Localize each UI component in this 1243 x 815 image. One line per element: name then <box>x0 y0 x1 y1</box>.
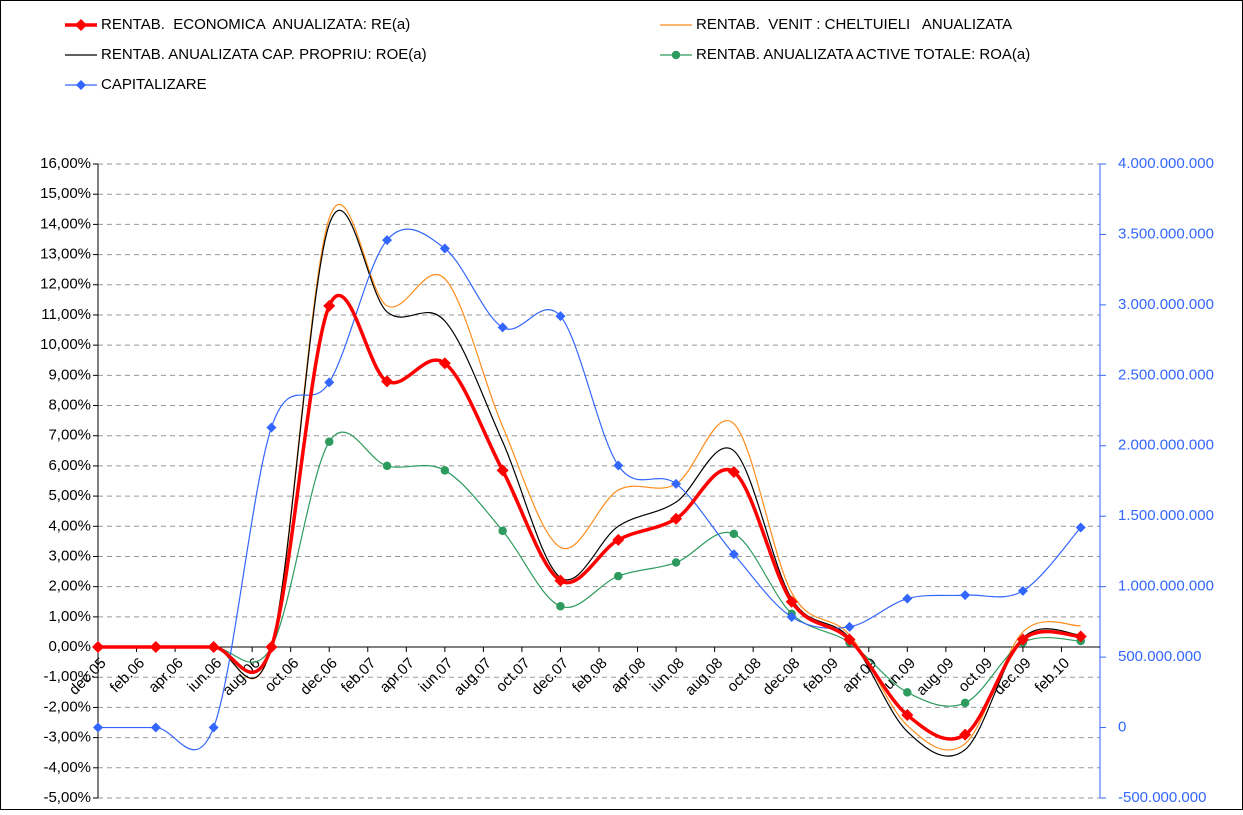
y2-tick-label: 2.000.000.000 <box>1118 437 1214 454</box>
y2-tick-label: 4.000.000.000 <box>1118 155 1214 172</box>
marker <box>93 722 103 733</box>
marker <box>785 595 798 608</box>
marker <box>1075 522 1086 533</box>
marker <box>382 461 392 471</box>
series-line <box>98 228 1082 751</box>
y-tick-label: 13,00% <box>40 246 91 263</box>
legend-label: RENTAB. ANUALIZATA CAP. PROPRIU: ROE(a) <box>101 46 427 63</box>
marker <box>902 593 913 604</box>
legend-label: RENTAB. VENIT : CHELTUIELI ANUALIZATA <box>696 16 1012 33</box>
y-tick-label: 4,00% <box>48 517 91 534</box>
y-tick-label: 2,00% <box>48 578 91 595</box>
marker <box>266 422 277 433</box>
marker <box>323 299 336 312</box>
legend-entry: RENTAB. ANUALIZATA CAP. PROPRIU: ROE(a) <box>65 46 427 63</box>
marker <box>1016 633 1029 646</box>
y-tick-label: 15,00% <box>40 185 91 202</box>
legend-label: CAPITALIZARE <box>101 76 207 93</box>
legend-label: RENTAB. ECONOMICA ANUALIZATA: RE(a) <box>101 16 410 33</box>
y-tick-label: -4,00% <box>43 759 91 776</box>
marker <box>382 235 393 246</box>
marker <box>901 708 914 721</box>
marker <box>554 574 567 587</box>
y-tick-label: 0,00% <box>48 638 91 655</box>
y-tick-label: 10,00% <box>40 336 91 353</box>
marker <box>960 590 971 601</box>
marker <box>496 464 509 477</box>
marker <box>960 698 970 708</box>
marker <box>76 80 86 90</box>
marker <box>786 611 797 622</box>
marker <box>903 688 912 697</box>
marker <box>555 311 566 322</box>
y-tick-label: -5,00% <box>43 789 91 806</box>
marker <box>92 641 104 654</box>
y-tick-label: 12,00% <box>40 276 91 293</box>
y-tick-label: 16,00% <box>40 155 91 172</box>
legend-entry: RENTAB. ECONOMICA ANUALIZATA: RE(a) <box>65 16 410 33</box>
marker <box>440 466 450 475</box>
marker <box>844 621 855 632</box>
y2-tick-label: 3.000.000.000 <box>1118 296 1214 313</box>
y2-tick-label: 3.500.000.000 <box>1118 225 1214 242</box>
marker <box>150 722 161 733</box>
marker <box>612 533 625 546</box>
y-tick-label: 9,00% <box>48 366 91 383</box>
y-tick-label: 14,00% <box>40 215 91 232</box>
y-tick-label: 5,00% <box>48 487 91 504</box>
marker <box>324 377 335 388</box>
legend-entry: RENTAB. VENIT : CHELTUIELI ANUALIZATA <box>660 16 1012 33</box>
marker <box>614 571 623 581</box>
marker <box>439 243 450 254</box>
y-tick-label: 7,00% <box>48 427 91 444</box>
y2-tick-label: 500.000.000 <box>1118 648 1201 665</box>
marker <box>265 641 278 654</box>
marker <box>671 478 682 489</box>
marker <box>556 602 565 611</box>
y-tick-label: -1,00% <box>43 668 91 685</box>
marker <box>1074 630 1087 643</box>
marker <box>75 19 87 31</box>
y-tick-label: -3,00% <box>43 729 91 746</box>
marker <box>208 722 219 733</box>
y-tick-label: -2,00% <box>43 698 91 715</box>
marker <box>728 549 739 560</box>
y2-tick-label: 0 <box>1118 719 1126 736</box>
y2-tick-label: 1.000.000.000 <box>1118 578 1214 595</box>
y-tick-label: 3,00% <box>48 547 91 564</box>
marker <box>671 558 681 567</box>
y2-tick-label: 2.500.000.000 <box>1118 366 1214 383</box>
marker <box>498 526 507 536</box>
y-tick-label: 11,00% <box>41 306 91 323</box>
marker <box>324 437 334 447</box>
y-tick-label: 8,00% <box>48 396 91 413</box>
marker <box>438 357 451 370</box>
marker <box>149 641 162 654</box>
legend-entry: CAPITALIZARE <box>65 76 207 93</box>
marker <box>670 512 683 525</box>
marker <box>843 633 856 646</box>
marker <box>1017 585 1028 596</box>
marker <box>671 50 681 60</box>
marker <box>497 322 508 333</box>
marker <box>381 375 394 388</box>
y2-tick-label: -500.000.000 <box>1118 789 1206 806</box>
y-tick-label: 1,00% <box>48 608 91 625</box>
marker <box>207 641 220 654</box>
marker <box>959 728 972 741</box>
legend-entry: RENTAB. ANUALIZATA ACTIVE TOTALE: ROA(a) <box>660 46 1030 63</box>
y-tick-label: 6,00% <box>48 457 91 474</box>
marker <box>729 529 739 539</box>
marker <box>613 460 624 471</box>
y2-tick-label: 1.500.000.000 <box>1118 507 1214 524</box>
marker <box>727 465 740 478</box>
legend-label: RENTAB. ANUALIZATA ACTIVE TOTALE: ROA(a) <box>696 46 1030 63</box>
